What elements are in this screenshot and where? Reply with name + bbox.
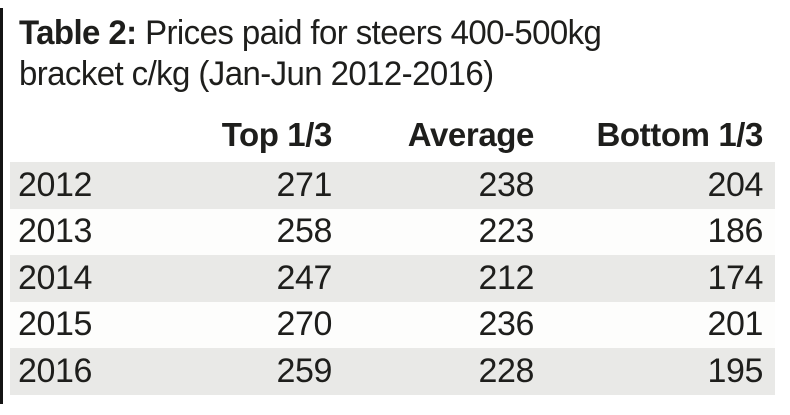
table-row-2014: 2014 247 212 174	[10, 255, 775, 302]
value-cell-bottom-third: 174	[707, 258, 763, 297]
table-header-row: Top 1/3 Average Bottom 1/3	[10, 108, 775, 162]
col-header-top-third: Top 1/3	[160, 108, 340, 162]
table-row-2013: 2013 258 223 186	[10, 208, 775, 255]
table-row-2015: 2015 270 236 201	[10, 301, 775, 348]
year-cell: 2016	[18, 351, 93, 390]
value-cell-bottom-third: 201	[707, 305, 763, 344]
value-cell-average: 228	[478, 351, 534, 390]
table-row-2012: 2012 271 238 204	[10, 162, 775, 209]
col-header-bottom-third: Bottom 1/3	[540, 108, 775, 162]
value-cell-average: 238	[478, 165, 534, 204]
value-cell-bottom-third: 204	[707, 165, 763, 204]
year-cell: 2012	[18, 165, 93, 204]
col-header-average: Average	[340, 108, 540, 162]
table-number-label: Table 2:	[19, 14, 137, 52]
value-cell-average: 236	[478, 305, 534, 344]
left-edge-rule	[0, 8, 3, 404]
col-header-year-blank	[10, 108, 160, 162]
value-cell-top-third: 270	[276, 305, 332, 344]
value-cell-top-third: 258	[276, 212, 332, 251]
value-cell-top-third: 247	[276, 258, 332, 297]
table-row-2016: 2016 259 228 195	[10, 348, 775, 395]
year-cell: 2014	[18, 258, 93, 297]
value-cell-average: 223	[478, 212, 534, 251]
year-cell: 2013	[18, 212, 93, 251]
value-cell-bottom-third: 195	[707, 351, 763, 390]
table-title-line1: Prices paid for steers 400-500kg	[136, 14, 602, 52]
value-cell-bottom-third: 186	[707, 212, 763, 251]
year-cell: 2015	[18, 305, 93, 344]
value-cell-top-third: 259	[276, 351, 332, 390]
table-title: Table 2: Prices paid for steers 400-500k…	[19, 13, 756, 95]
price-table: Top 1/3 Average Bottom 1/3 2012 271 238 …	[10, 108, 775, 395]
value-cell-average: 212	[478, 258, 534, 297]
table-title-line2: bracket c/kg (Jan-Jun 2012-2016)	[19, 55, 494, 93]
value-cell-top-third: 271	[276, 165, 332, 204]
